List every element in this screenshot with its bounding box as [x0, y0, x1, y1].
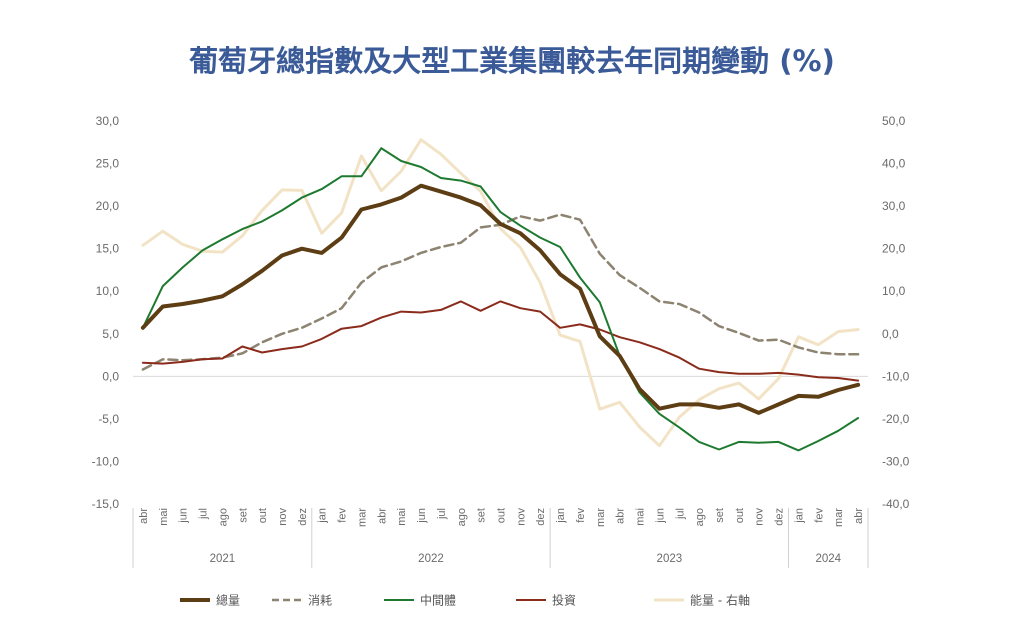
legend-label-investment: 投資 — [552, 593, 576, 608]
y-left-tick-label: -15,0 — [92, 497, 120, 511]
series-line-energy — [141, 138, 860, 448]
legend-label-consumer: 消耗 — [308, 594, 332, 608]
x-month-label: ago — [694, 508, 706, 526]
x-month-label: out — [734, 508, 746, 523]
x-month-label: mar — [595, 508, 607, 527]
y-right-tick-label: -30,0 — [882, 454, 910, 468]
x-month-label: abr — [615, 508, 627, 524]
y-right-tick-label: 20,0 — [882, 242, 906, 256]
y-left-tick-label: 10,0 — [96, 284, 120, 298]
y-left-tick-label: 0,0 — [102, 369, 119, 383]
y-right-tick-label: 10,0 — [882, 284, 906, 298]
y-right-tick-label: -40,0 — [882, 497, 910, 511]
x-month-label: jan — [793, 508, 805, 524]
y-right-tick-label: 0,0 — [882, 327, 899, 341]
y-left-tick-label: 15,0 — [96, 242, 120, 256]
x-month-label: jun — [654, 508, 666, 524]
y-right-tick-label: 30,0 — [882, 199, 906, 213]
legend-label-total: 總量 — [216, 593, 240, 608]
x-month-label: fev — [813, 508, 825, 523]
x-year-label: 2024 — [815, 553, 841, 565]
y-right-tick-label: -20,0 — [882, 412, 910, 426]
x-month-label: abr — [138, 508, 150, 524]
series-line-total — [140, 183, 861, 415]
x-month-label: jul — [436, 508, 448, 520]
x-month-label: jan — [317, 508, 329, 524]
series-line-consumer — [141, 213, 860, 371]
y-right-tick-label: -10,0 — [882, 369, 910, 383]
x-month-label: out — [496, 508, 508, 523]
x-month-label: jul — [674, 508, 686, 520]
x-month-label: ago — [456, 508, 468, 526]
series-line-investment — [141, 300, 860, 382]
y-left-tick-label: 20,0 — [96, 199, 120, 213]
x-month-label: jun — [416, 508, 428, 524]
x-month-label: out — [257, 508, 269, 523]
x-month-label: set — [476, 508, 488, 523]
x-month-label: dez — [535, 508, 547, 526]
x-month-label: abr — [376, 508, 388, 524]
x-month-label: nov — [515, 508, 527, 526]
x-month-label: mai — [635, 508, 647, 526]
x-month-label: set — [714, 508, 726, 523]
x-month-label: jun — [178, 508, 190, 524]
series-line-intermediate — [141, 147, 860, 452]
y-left-tick-label: -5,0 — [98, 412, 119, 426]
x-month-label: mai — [158, 508, 170, 526]
x-month-label: nov — [277, 508, 289, 526]
x-month-label: mar — [356, 508, 368, 527]
y-left-tick-label: 25,0 — [96, 157, 120, 171]
y-left-tick-label: 5,0 — [102, 327, 119, 341]
x-month-label: dez — [297, 508, 309, 526]
x-year-label: 2021 — [210, 553, 236, 565]
y-right-tick-label: 40,0 — [882, 157, 906, 171]
x-month-label: dez — [774, 508, 786, 526]
x-year-label: 2023 — [657, 553, 683, 565]
x-month-label: abr — [853, 508, 865, 524]
y-left-tick-label: 30,0 — [96, 114, 120, 128]
x-month-label: jul — [198, 508, 210, 520]
x-month-label: nov — [754, 508, 766, 526]
x-month-label: mar — [833, 508, 845, 527]
y-left-tick-label: -10,0 — [92, 454, 120, 468]
x-month-label: fev — [575, 508, 587, 523]
x-month-label: ago — [217, 508, 229, 526]
x-month-label: jan — [555, 508, 567, 524]
x-year-label: 2022 — [418, 553, 444, 565]
x-month-label: mai — [396, 508, 408, 526]
legend-label-energy: 能量 - 右軸 — [690, 593, 750, 608]
x-month-label: set — [237, 508, 249, 523]
legend-label-intermediate: 中間體 — [420, 593, 456, 608]
chart-title: 葡萄牙總指數及大型工業集團較去年同期變動 (%) — [189, 44, 835, 78]
x-month-label: fev — [337, 508, 349, 523]
y-right-tick-label: 50,0 — [882, 114, 906, 128]
